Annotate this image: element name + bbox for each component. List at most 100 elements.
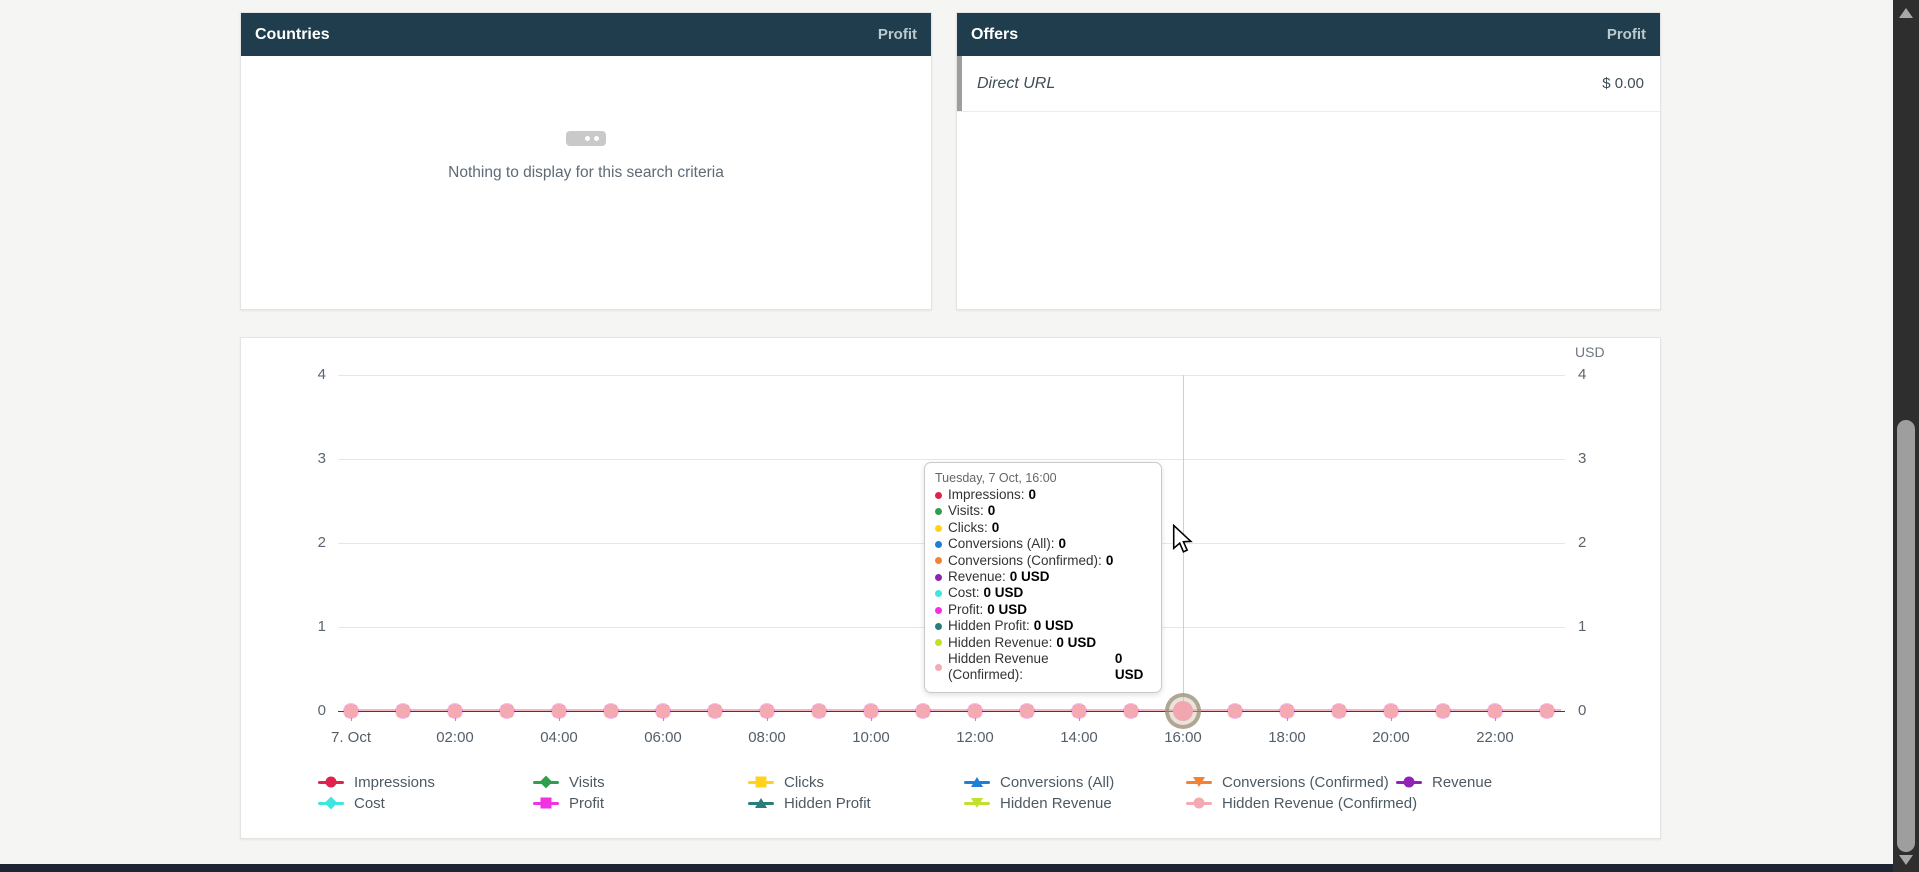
tooltip-item-label: Hidden Revenue (Confirmed): bbox=[948, 651, 1049, 683]
legend-label: Clicks bbox=[784, 773, 824, 791]
legend-item-conversions-confirmed[interactable]: Conversions (Confirmed) bbox=[1186, 773, 1389, 791]
offers-panel-title: Offers bbox=[971, 25, 1019, 43]
data-point-marker[interactable] bbox=[760, 704, 774, 718]
y-axis-tick-label: 1 bbox=[317, 618, 326, 635]
legend-item-visits[interactable]: Visits bbox=[533, 773, 605, 791]
series-bullet-icon bbox=[935, 663, 942, 671]
hovered-data-point-marker[interactable] bbox=[1165, 693, 1201, 729]
legend-marker bbox=[318, 775, 344, 789]
y-axis-tick-label: 0 bbox=[317, 702, 326, 719]
triangle-down-marker-icon bbox=[1193, 777, 1205, 787]
scrollbar-thumb[interactable] bbox=[1897, 420, 1915, 852]
legend-item-conversions-all[interactable]: Conversions (All) bbox=[964, 773, 1114, 791]
database-icon-bottom bbox=[566, 131, 606, 146]
circle-marker-icon bbox=[325, 776, 337, 788]
legend-item-hidden-revenue-confirmed[interactable]: Hidden Revenue (Confirmed) bbox=[1186, 794, 1417, 812]
tooltip-item-label: Hidden Revenue: bbox=[948, 634, 1053, 650]
legend-item-clicks[interactable]: Clicks bbox=[748, 773, 824, 791]
legend-item-revenue[interactable]: Revenue bbox=[1396, 773, 1492, 791]
triangle-down-marker-icon bbox=[971, 798, 983, 808]
mouse-cursor-icon bbox=[1172, 524, 1193, 553]
legend-item-hidden-revenue[interactable]: Hidden Revenue bbox=[964, 794, 1112, 812]
data-point-marker[interactable] bbox=[1488, 704, 1502, 718]
data-point-marker[interactable] bbox=[396, 704, 410, 718]
data-point-marker[interactable] bbox=[1384, 704, 1398, 718]
tooltip-item-label: Visits: bbox=[948, 503, 984, 519]
legend-label: Hidden Revenue bbox=[1000, 794, 1112, 812]
offer-name[interactable]: Direct URL bbox=[977, 74, 1056, 92]
data-point-marker[interactable] bbox=[864, 704, 878, 718]
y-axis-unit-label: USD bbox=[1575, 344, 1605, 360]
y-gridline bbox=[338, 459, 1565, 460]
circle-marker-icon bbox=[1403, 776, 1415, 788]
tooltip-item: Hidden Revenue: 0 USD bbox=[935, 635, 1151, 651]
countries-metric-label[interactable]: Profit bbox=[877, 26, 917, 43]
legend-label: Profit bbox=[569, 794, 605, 812]
y-axis-tick-label: 1 bbox=[1578, 618, 1587, 635]
offers-metric-label[interactable]: Profit bbox=[1606, 26, 1646, 43]
legend-item-profit[interactable]: Profit bbox=[533, 794, 604, 812]
offer-row-direct-url[interactable]: Direct URL $ 0.00 bbox=[957, 56, 1660, 112]
countries-empty-state: Nothing to display for this search crite… bbox=[241, 131, 931, 182]
tooltip-item: Hidden Profit: 0 USD bbox=[935, 618, 1151, 634]
x-axis-tick-label: 06:00 bbox=[644, 729, 682, 746]
series-bullet-icon bbox=[935, 508, 942, 516]
data-point-marker[interactable] bbox=[1332, 704, 1346, 718]
tooltip-item: Revenue: 0 USD bbox=[935, 569, 1151, 585]
legend-item-impressions[interactable]: Impressions bbox=[318, 773, 435, 791]
scrollbar-down-arrow-icon[interactable] bbox=[1899, 855, 1913, 865]
data-point-marker[interactable] bbox=[656, 704, 670, 718]
countries-panel: Countries Profit Nothing to display for … bbox=[240, 12, 932, 310]
y-axis-tick-label: 4 bbox=[317, 366, 326, 383]
legend-marker bbox=[1396, 775, 1422, 789]
legend-label: Impressions bbox=[354, 773, 435, 791]
data-point-marker[interactable] bbox=[916, 704, 930, 718]
hovered-data-point-center bbox=[1173, 701, 1193, 721]
legend-label: Visits bbox=[569, 773, 605, 791]
y-axis-tick-label: 0 bbox=[1578, 702, 1587, 719]
data-point-marker[interactable] bbox=[1436, 704, 1450, 718]
y-axis-tick-label: 3 bbox=[317, 450, 326, 467]
tooltip-item-value: 0 USD bbox=[983, 585, 1024, 601]
tooltip-item: Profit: 0 USD bbox=[935, 602, 1151, 618]
chart-tooltip: Tuesday, 7 Oct, 16:00 Impressions: 0 Visit… bbox=[924, 462, 1162, 693]
data-point-marker[interactable] bbox=[1228, 704, 1242, 718]
legend-label: Hidden Profit bbox=[784, 794, 871, 812]
scrollbar-up-arrow-icon[interactable] bbox=[1899, 8, 1913, 18]
data-point-marker[interactable] bbox=[448, 704, 462, 718]
x-axis-tick-label: 7. Oct bbox=[330, 729, 371, 746]
legend-marker bbox=[964, 796, 990, 810]
data-point-marker[interactable] bbox=[968, 704, 982, 718]
tooltip-item: Hidden Revenue (Confirmed): 0 USD bbox=[935, 651, 1151, 684]
data-point-marker[interactable] bbox=[1020, 704, 1034, 718]
data-point-marker[interactable] bbox=[1540, 704, 1554, 718]
data-point-marker[interactable] bbox=[552, 704, 566, 718]
data-point-marker[interactable] bbox=[1072, 704, 1086, 718]
data-point-marker[interactable] bbox=[1280, 704, 1294, 718]
series-bullet-icon bbox=[935, 639, 942, 647]
offers-panel-header: Offers Profit bbox=[957, 13, 1660, 56]
data-point-marker[interactable] bbox=[604, 704, 618, 718]
legend-label: Conversions (Confirmed) bbox=[1222, 773, 1389, 791]
series-bullet-icon bbox=[935, 540, 942, 548]
data-point-marker[interactable] bbox=[500, 704, 514, 718]
data-point-marker[interactable] bbox=[708, 704, 722, 718]
diamond-marker-icon bbox=[539, 775, 553, 789]
data-point-marker[interactable] bbox=[812, 704, 826, 718]
series-bullet-icon bbox=[935, 557, 942, 565]
series-line bbox=[344, 709, 1561, 711]
legend-item-cost[interactable]: Cost bbox=[318, 794, 385, 812]
tooltip-item-value: 0 bbox=[991, 519, 1000, 535]
data-point-marker[interactable] bbox=[344, 704, 358, 718]
x-axis-tick-label: 08:00 bbox=[748, 729, 786, 746]
triangle-up-marker-icon bbox=[971, 777, 983, 787]
countries-panel-title: Countries bbox=[255, 25, 330, 43]
y-axis-tick-label: 4 bbox=[1578, 366, 1587, 383]
data-point-marker[interactable] bbox=[1124, 704, 1138, 718]
legend-item-hidden-profit[interactable]: Hidden Profit bbox=[748, 794, 871, 812]
tooltip-item-label: Hidden Profit: bbox=[948, 618, 1030, 634]
circle-marker-icon bbox=[1193, 797, 1205, 809]
tooltip-item-label: Revenue: bbox=[948, 569, 1006, 585]
x-axis-tick-label: 14:00 bbox=[1060, 729, 1098, 746]
